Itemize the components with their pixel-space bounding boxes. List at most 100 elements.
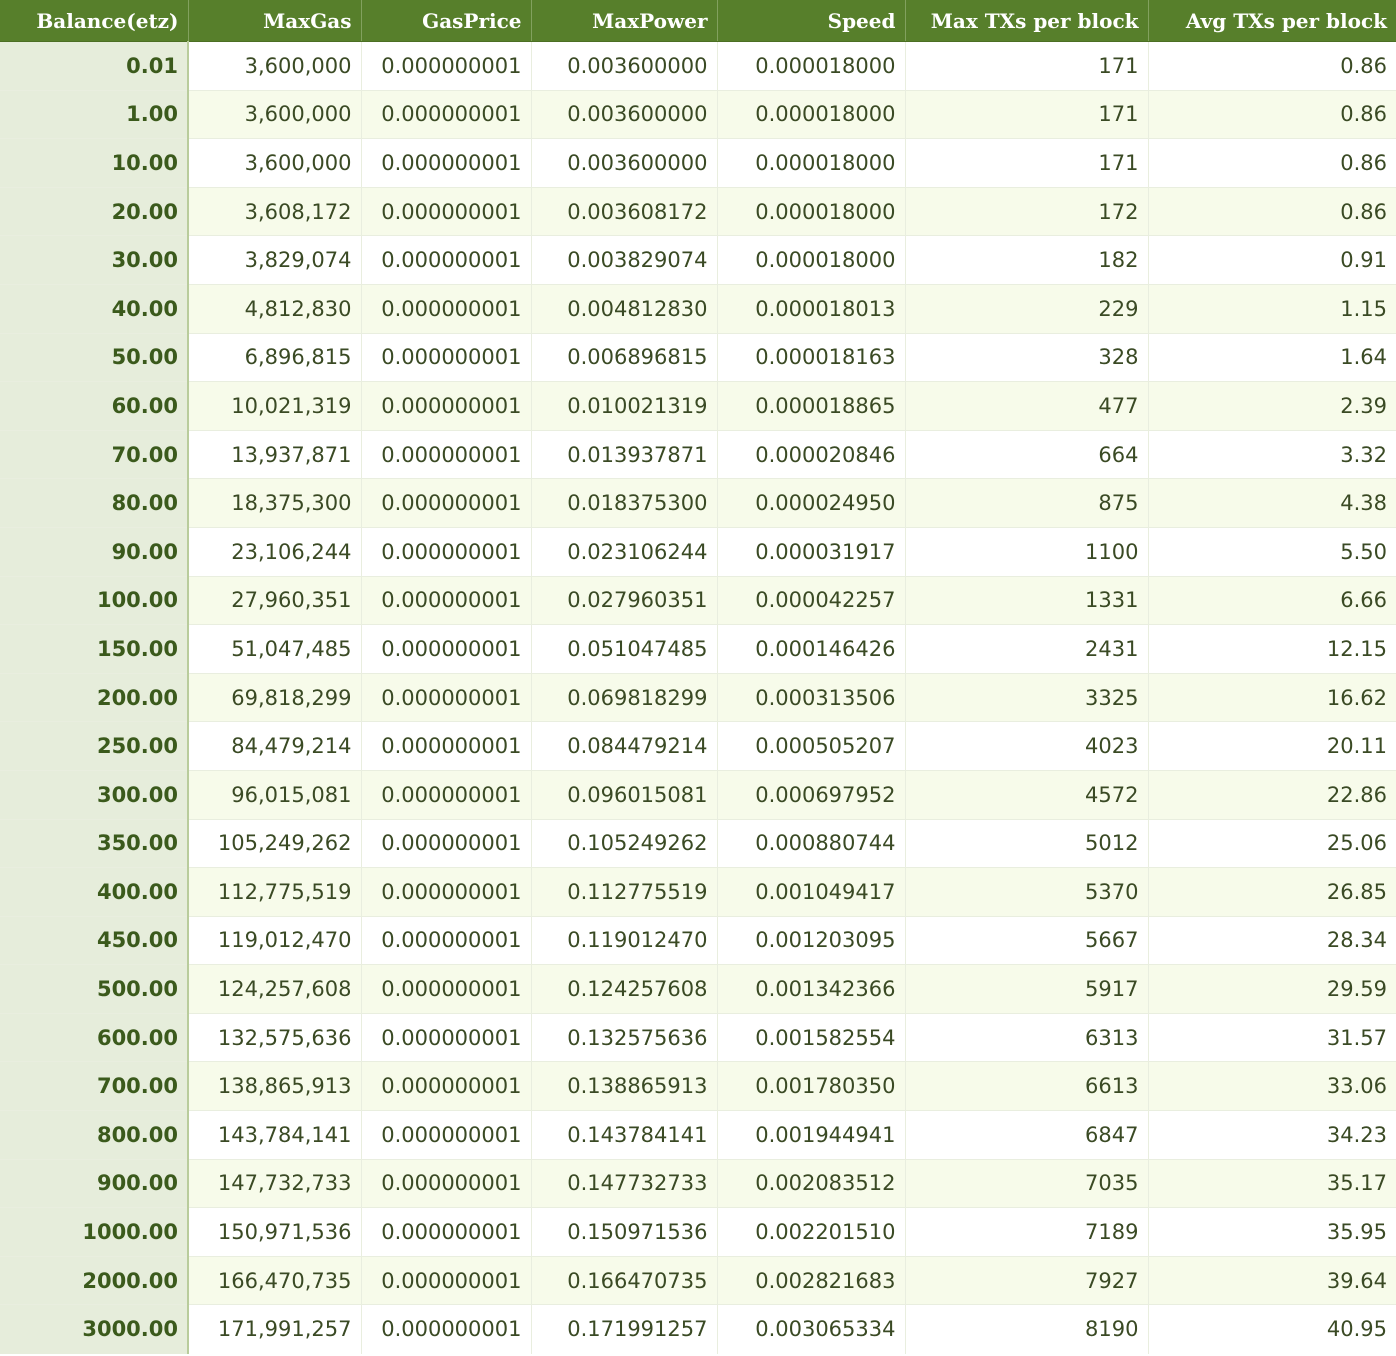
cell-maxgas: 143,784,141 bbox=[188, 1110, 362, 1160]
cell-balance: 60.00 bbox=[0, 381, 189, 431]
cell-speed: 0.001944941 bbox=[717, 1110, 906, 1160]
cell-max-txs: 5667 bbox=[905, 915, 1149, 965]
table-row: 900.00 147,732,733 0.000000001 0.147732733 0… bbox=[0, 1158, 1396, 1208]
cell-avg-txs: 0.86 bbox=[1148, 89, 1396, 139]
cell-avg-txs: 28.34 bbox=[1148, 915, 1396, 965]
cell-maxgas: 105,249,262 bbox=[188, 818, 362, 868]
table-row: 2000.00 166,470,735 0.000000001 0.166470735… bbox=[0, 1255, 1396, 1305]
cell-avg-txs: 0.86 bbox=[1148, 186, 1396, 236]
cell-gasprice: 0.000000001 bbox=[361, 769, 532, 819]
cell-gasprice: 0.000000001 bbox=[361, 235, 532, 285]
cell-max-txs: 171 bbox=[905, 89, 1149, 139]
cell-avg-txs: 1.15 bbox=[1148, 283, 1396, 334]
table-row: 500.00 124,257,608 0.000000001 0.124257608 0… bbox=[0, 964, 1396, 1014]
cell-maxpower: 0.003600000 bbox=[531, 89, 718, 139]
cell-max-txs: 6847 bbox=[905, 1110, 1149, 1160]
cell-maxgas: 51,047,485 bbox=[188, 624, 362, 674]
table-row: 0.01 3,600,000 0.000000001 0.003600000 0.000… bbox=[0, 41, 1396, 91]
cell-maxpower: 0.143784141 bbox=[531, 1110, 718, 1160]
cell-speed: 0.000018000 bbox=[717, 186, 906, 236]
cell-max-txs: 171 bbox=[905, 41, 1149, 91]
cell-avg-txs: 34.23 bbox=[1148, 1110, 1396, 1160]
cell-avg-txs: 6.66 bbox=[1148, 575, 1396, 625]
cell-maxpower: 0.119012470 bbox=[531, 915, 718, 965]
cell-gasprice: 0.000000001 bbox=[361, 1255, 532, 1305]
cell-gasprice: 0.000000001 bbox=[361, 1207, 532, 1257]
cell-max-txs: 8190 bbox=[905, 1304, 1149, 1354]
header-maxpower: MaxPower bbox=[531, 0, 718, 42]
cell-speed: 0.000146426 bbox=[717, 624, 906, 674]
cell-maxgas: 166,470,735 bbox=[188, 1255, 362, 1305]
cell-speed: 0.000018163 bbox=[717, 332, 906, 382]
cell-speed: 0.001582554 bbox=[717, 1012, 906, 1062]
cell-maxpower: 0.027960351 bbox=[531, 575, 718, 625]
cell-avg-txs: 4.38 bbox=[1148, 478, 1396, 528]
cell-maxpower: 0.051047485 bbox=[531, 624, 718, 674]
cell-max-txs: 6313 bbox=[905, 1012, 1149, 1062]
cell-avg-txs: 0.86 bbox=[1148, 41, 1396, 91]
table-row: 450.00 119,012,470 0.000000001 0.119012470 0… bbox=[0, 915, 1396, 965]
cell-maxgas: 3,600,000 bbox=[188, 41, 362, 91]
cell-max-txs: 6613 bbox=[905, 1061, 1149, 1111]
cell-max-txs: 5917 bbox=[905, 964, 1149, 1014]
cell-balance: 1.00 bbox=[0, 89, 189, 139]
cell-gasprice: 0.000000001 bbox=[361, 818, 532, 868]
table-row: 800.00 143,784,141 0.000000001 0.143784141 0… bbox=[0, 1110, 1396, 1160]
cell-speed: 0.000018000 bbox=[717, 235, 906, 285]
cell-avg-txs: 2.39 bbox=[1148, 381, 1396, 431]
cell-avg-txs: 40.95 bbox=[1148, 1304, 1396, 1354]
cell-avg-txs: 12.15 bbox=[1148, 624, 1396, 674]
cell-balance: 80.00 bbox=[0, 478, 189, 528]
cell-max-txs: 5370 bbox=[905, 867, 1149, 917]
cell-max-txs: 477 bbox=[905, 381, 1149, 431]
cell-speed: 0.000018865 bbox=[717, 381, 906, 431]
cell-gasprice: 0.000000001 bbox=[361, 1158, 532, 1208]
cell-maxpower: 0.138865913 bbox=[531, 1061, 718, 1111]
cell-avg-txs: 22.86 bbox=[1148, 769, 1396, 819]
table-row: 700.00 138,865,913 0.000000001 0.138865913 0… bbox=[0, 1061, 1396, 1111]
cell-maxgas: 84,479,214 bbox=[188, 721, 362, 771]
cell-speed: 0.000697952 bbox=[717, 769, 906, 819]
cell-maxpower: 0.150971536 bbox=[531, 1207, 718, 1257]
table-row: 1000.00 150,971,536 0.000000001 0.150971536… bbox=[0, 1207, 1396, 1257]
cell-avg-txs: 0.86 bbox=[1148, 138, 1396, 188]
cell-gasprice: 0.000000001 bbox=[361, 624, 532, 674]
cell-max-txs: 1100 bbox=[905, 526, 1149, 577]
cell-gasprice: 0.000000001 bbox=[361, 915, 532, 965]
cell-speed: 0.000020846 bbox=[717, 429, 906, 479]
cell-max-txs: 4572 bbox=[905, 769, 1149, 819]
cell-avg-txs: 3.32 bbox=[1148, 429, 1396, 479]
cell-balance: 40.00 bbox=[0, 283, 189, 334]
header-avg-txs: Avg TXs per block bbox=[1148, 0, 1396, 42]
cell-max-txs: 875 bbox=[905, 478, 1149, 528]
cell-avg-txs: 31.57 bbox=[1148, 1012, 1396, 1062]
cell-maxgas: 150,971,536 bbox=[188, 1207, 362, 1257]
table-row: 250.00 84,479,214 0.000000001 0.084479214 0.… bbox=[0, 721, 1396, 771]
cell-gasprice: 0.000000001 bbox=[361, 1061, 532, 1111]
cell-max-txs: 3325 bbox=[905, 672, 1149, 722]
cell-speed: 0.001342366 bbox=[717, 964, 906, 1014]
cell-balance: 2000.00 bbox=[0, 1255, 189, 1305]
table-row: 3000.00 171,991,257 0.000000001 0.171991257… bbox=[0, 1304, 1396, 1354]
cell-maxpower: 0.006896815 bbox=[531, 332, 718, 382]
cell-balance: 1000.00 bbox=[0, 1207, 189, 1257]
cell-max-txs: 171 bbox=[905, 138, 1149, 188]
cell-balance: 300.00 bbox=[0, 769, 189, 819]
cell-maxgas: 3,600,000 bbox=[188, 138, 362, 188]
cell-gasprice: 0.000000001 bbox=[361, 186, 532, 236]
cell-avg-txs: 5.50 bbox=[1148, 526, 1396, 577]
cell-balance: 600.00 bbox=[0, 1012, 189, 1062]
header-gasprice: GasPrice bbox=[361, 0, 532, 42]
cell-max-txs: 4023 bbox=[905, 721, 1149, 771]
cell-balance: 30.00 bbox=[0, 235, 189, 285]
cell-gasprice: 0.000000001 bbox=[361, 672, 532, 722]
cell-avg-txs: 39.64 bbox=[1148, 1255, 1396, 1305]
cell-maxgas: 3,608,172 bbox=[188, 186, 362, 236]
cell-gasprice: 0.000000001 bbox=[361, 1110, 532, 1160]
cell-speed: 0.002083512 bbox=[717, 1158, 906, 1208]
table-header: Balance(etz) MaxGas GasPrice MaxPower Speed M… bbox=[0, 0, 1396, 42]
cell-max-txs: 7189 bbox=[905, 1207, 1149, 1257]
cell-speed: 0.000505207 bbox=[717, 721, 906, 771]
cell-speed: 0.000880744 bbox=[717, 818, 906, 868]
cell-balance: 10.00 bbox=[0, 138, 189, 188]
